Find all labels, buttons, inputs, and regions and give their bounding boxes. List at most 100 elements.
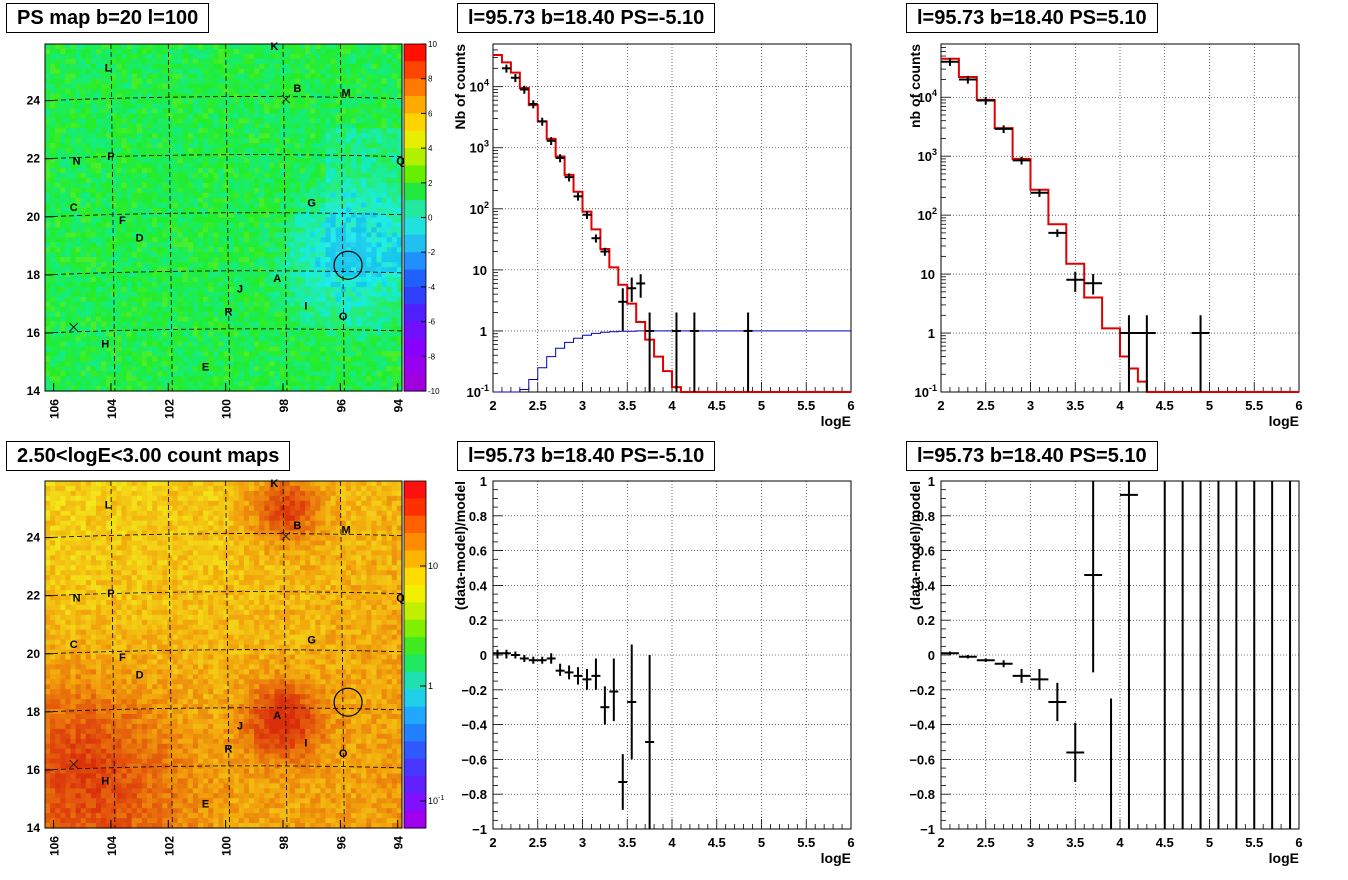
- heatmap-cell: [173, 183, 179, 189]
- heatmap-cell: [351, 346, 357, 352]
- heatmap-cell: [366, 49, 372, 55]
- heatmap-cell: [127, 366, 133, 372]
- heatmap-cell: [178, 173, 184, 179]
- heatmap-cell: [269, 168, 275, 174]
- heatmap-cell: [81, 332, 87, 338]
- heatmap-cell: [127, 317, 133, 323]
- heatmap-cell: [116, 183, 122, 189]
- heatmap-cell: [132, 94, 138, 100]
- heatmap-cell: [96, 143, 102, 149]
- heatmap-cell: [198, 317, 204, 323]
- heatmap-cell: [116, 79, 122, 85]
- heatmap-cell: [371, 203, 377, 209]
- heatmap-cell: [290, 59, 296, 65]
- heatmap-cell: [167, 158, 173, 164]
- heatmap-cell: [152, 138, 158, 144]
- heatmap-cell: [239, 178, 245, 184]
- heatmap-cell: [295, 49, 301, 55]
- heatmap-cell: [382, 143, 388, 149]
- heatmap-cell: [320, 292, 326, 298]
- heatmap-cell: [254, 312, 260, 318]
- heatmap-cell: [280, 49, 286, 55]
- source-label: L: [105, 63, 112, 75]
- heatmap-cell: [142, 332, 148, 338]
- heatmap-cell: [239, 113, 245, 119]
- heatmap-cell: [290, 322, 296, 328]
- heatmap-cell: [366, 376, 372, 382]
- heatmap-cell: [254, 168, 260, 174]
- heatmap-cell: [356, 292, 362, 298]
- heatmap-cell: [315, 361, 321, 367]
- heatmap-cell: [351, 292, 357, 298]
- heatmap-cell: [336, 366, 342, 372]
- heatmap-cell: [326, 44, 332, 50]
- heatmap-cell: [275, 242, 281, 248]
- heatmap-cell: [157, 292, 163, 298]
- heatmap-cell: [76, 332, 82, 338]
- heatmap-cell: [229, 327, 235, 333]
- heatmap-cell: [60, 327, 66, 333]
- heatmap-cell: [224, 336, 230, 342]
- heatmap-cell: [234, 178, 240, 184]
- heatmap-cell: [178, 341, 184, 347]
- heatmap-cell: [259, 213, 265, 219]
- heatmap-cell: [310, 188, 316, 194]
- heatmap-cell: [183, 158, 189, 164]
- heatmap-cell: [392, 218, 398, 224]
- heatmap-cell: [280, 297, 286, 303]
- heatmap-cell: [142, 322, 148, 328]
- heatmap-cell: [157, 356, 163, 362]
- heatmap-cell: [193, 198, 199, 204]
- heatmap-cell: [275, 193, 281, 199]
- heatmap-cell: [50, 208, 56, 214]
- heatmap-cell: [315, 227, 321, 233]
- heatmap-cell: [188, 143, 194, 149]
- heatmap-cell: [295, 252, 301, 258]
- heatmap-cell: [193, 297, 199, 303]
- heatmap-cell: [162, 317, 168, 323]
- heatmap-cell: [193, 84, 199, 90]
- heatmap-cell: [244, 54, 250, 60]
- heatmap-cell: [76, 227, 82, 233]
- heatmap-cell: [249, 89, 255, 95]
- heatmap-cell: [208, 213, 214, 219]
- heatmap-cell: [264, 277, 270, 283]
- heatmap-cell: [377, 381, 383, 387]
- heatmap-cell: [249, 59, 255, 65]
- heatmap-cell: [382, 267, 388, 273]
- heatmap-cell: [275, 332, 281, 338]
- heatmap-cell: [244, 376, 250, 382]
- heatmap-cell: [259, 247, 265, 253]
- heatmap-cell: [137, 168, 143, 174]
- heatmap-cell: [371, 381, 377, 387]
- heatmap-cell: [371, 64, 377, 70]
- heatmap-cell: [162, 351, 168, 357]
- heatmap-cell: [275, 213, 281, 219]
- heatmap-cell: [331, 123, 337, 129]
- heatmap-cell: [193, 59, 199, 65]
- heatmap-cell: [50, 336, 56, 342]
- heatmap-cell: [229, 208, 235, 214]
- heatmap-cell: [387, 262, 393, 268]
- heatmap-cell: [188, 64, 194, 70]
- heatmap-cell: [55, 327, 61, 333]
- heatmap-cell: [387, 376, 393, 382]
- heatmap-cell: [295, 123, 301, 129]
- heatmap-cell: [290, 252, 296, 258]
- heatmap-cell: [183, 69, 189, 75]
- heatmap-cell: [269, 208, 275, 214]
- heatmap-cell: [173, 163, 179, 169]
- heatmap-cell: [269, 213, 275, 219]
- heatmap-cell: [387, 103, 393, 109]
- heatmap-cell: [259, 361, 265, 367]
- heatmap-cell: [300, 54, 306, 60]
- heatmap-cell: [361, 302, 367, 308]
- heatmap-cell: [351, 113, 357, 119]
- heatmap-cell: [387, 108, 393, 114]
- heatmap-cell: [275, 153, 281, 159]
- heatmap-cell: [81, 232, 87, 238]
- heatmap-cell: [198, 287, 204, 293]
- heatmap-cell: [193, 356, 199, 362]
- heatmap-cell: [116, 44, 122, 50]
- y-tick-label: 18: [27, 268, 41, 282]
